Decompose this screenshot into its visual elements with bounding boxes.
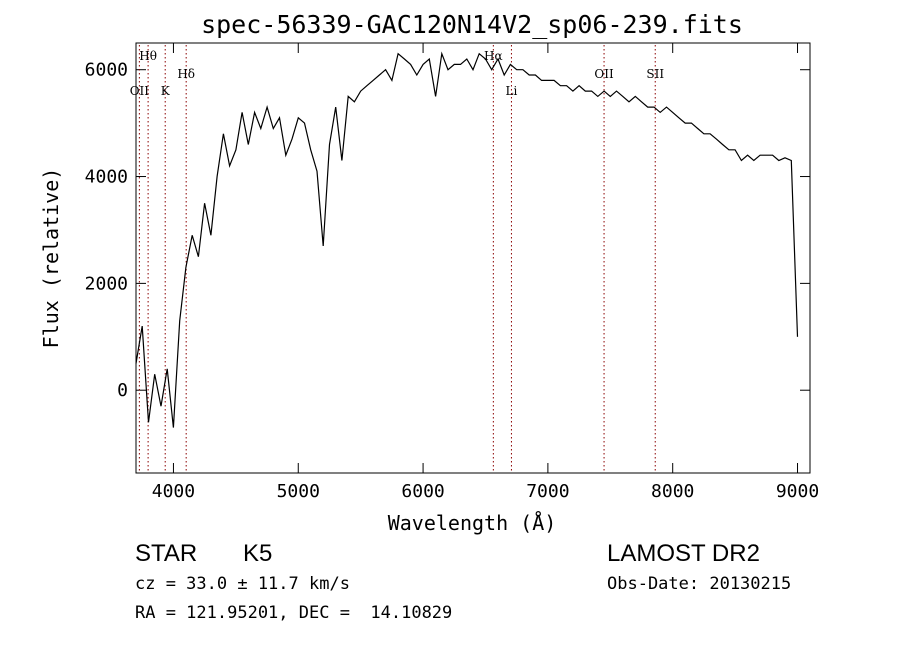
- spectral-line-label: Hδ: [177, 67, 195, 81]
- spectral-line-label: OII: [130, 84, 150, 98]
- x-tick-label: 4000: [152, 481, 195, 502]
- x-tick-label: 5000: [277, 481, 320, 502]
- ra-dec: RA = 121.95201, DEC = 14.10829: [135, 603, 453, 623]
- x-tick-label: 9000: [776, 481, 819, 502]
- chart-title: spec-56339-GAC120N14V2_sp06-239.fits: [201, 10, 743, 39]
- x-axis-label: Wavelength (Å): [388, 511, 557, 535]
- y-axis-label: Flux (relative): [39, 168, 63, 349]
- spectral-line-label: OII: [594, 67, 614, 81]
- spectrum-line: [135, 51, 799, 428]
- y-tick-label: 4000: [85, 167, 128, 188]
- spectral-line-label: K: [161, 84, 171, 98]
- plot-frame: [135, 42, 811, 474]
- spectral-line-label: Li: [506, 84, 518, 98]
- obs-date: Obs-Date: 20130215: [607, 574, 792, 594]
- survey-label: LAMOST DR2: [607, 540, 760, 567]
- y-tick-label: 0: [117, 380, 128, 401]
- object-subclass: K5: [243, 540, 273, 567]
- x-tick-label: 6000: [401, 481, 444, 502]
- y-tick-label: 6000: [85, 60, 128, 81]
- y-tick-label: 2000: [85, 273, 128, 294]
- spectral-line-label: SII: [646, 67, 664, 81]
- object-class: STAR: [135, 540, 198, 567]
- x-tick-label: 7000: [526, 481, 569, 502]
- x-tick-label: 8000: [651, 481, 694, 502]
- redshift-cz: cz = 33.0 ± 11.7 km/s: [135, 574, 350, 594]
- spectral-line-label: Hθ: [139, 49, 157, 63]
